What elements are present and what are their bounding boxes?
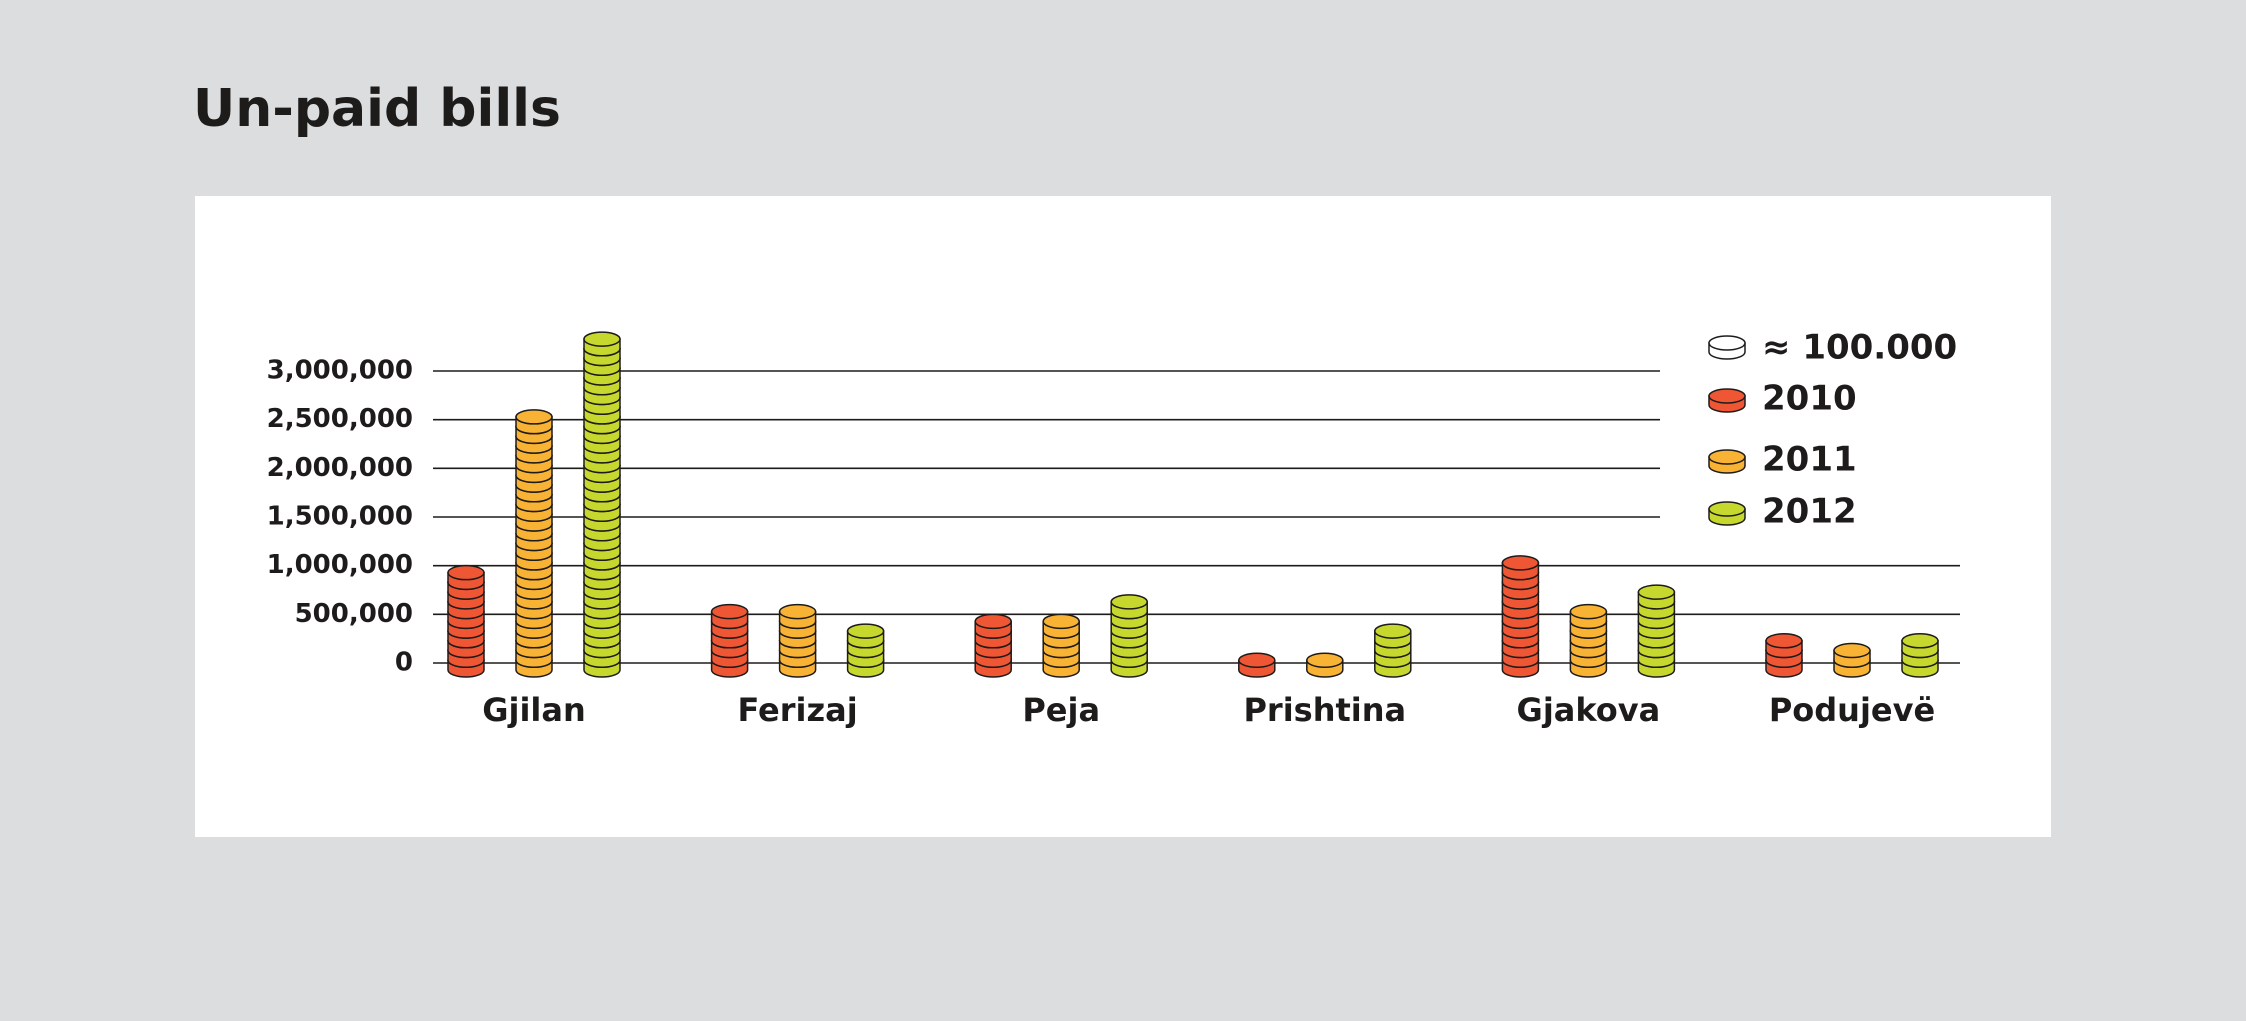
legend-unit-label: ≈ 100.000 — [1762, 328, 1957, 368]
x-tick-label: Podujevë — [1769, 691, 1935, 729]
coin-top — [1569, 603, 1608, 620]
legend-swatch — [1708, 388, 1746, 413]
y-tick-label: 1,500,000 — [267, 502, 413, 532]
x-tick-label: Ferizaj — [737, 691, 857, 729]
coin-stack — [846, 623, 885, 678]
coin-top — [778, 603, 817, 620]
coin-stack — [1374, 623, 1412, 678]
coin-top — [1708, 335, 1746, 351]
coin-stack — [1833, 642, 1871, 678]
x-tick-label: Gjilan — [482, 691, 586, 729]
coin-stack — [1637, 584, 1676, 678]
coin-stack — [1901, 633, 1939, 678]
coin-stack — [1042, 613, 1080, 678]
coin-stack — [447, 564, 485, 678]
coin-stack — [778, 603, 817, 678]
y-tick-label: 500,000 — [295, 599, 413, 629]
coin-stack — [1569, 603, 1608, 678]
coin-top — [1833, 642, 1871, 659]
coin-top — [1901, 633, 1939, 649]
y-tick-label: 3,000,000 — [267, 356, 413, 386]
x-tick-label: Gjakova — [1517, 691, 1661, 729]
coin-top — [1374, 623, 1412, 639]
coin-top — [1708, 501, 1746, 517]
chart-title: Un-paid bills — [193, 79, 561, 139]
coin-top — [1708, 388, 1746, 404]
coin-stack — [583, 331, 621, 678]
y-tick-label: 2,000,000 — [267, 453, 413, 483]
legend-label: 2012 — [1762, 492, 1857, 532]
coin-top — [583, 331, 621, 347]
coin-top — [1501, 555, 1540, 571]
coin-stack — [515, 409, 553, 678]
coin-stack — [1306, 652, 1344, 678]
legend-swatch — [1708, 449, 1746, 474]
coin-top — [515, 409, 553, 425]
coin-top — [1765, 633, 1803, 649]
y-tick-label: 2,500,000 — [267, 404, 413, 434]
coin-top — [1637, 584, 1676, 600]
coin-top — [974, 613, 1012, 630]
x-tick-label: Prishtina — [1243, 691, 1406, 729]
coin-top — [1110, 594, 1148, 610]
coin-top — [1238, 652, 1276, 669]
legend-label: 2011 — [1762, 440, 1857, 480]
coin-stack — [974, 613, 1012, 678]
coin-top — [1708, 449, 1746, 465]
coin-top — [447, 564, 485, 581]
y-tick-label: 0 — [395, 648, 413, 678]
coin-stack — [710, 603, 749, 678]
coin-top — [710, 603, 749, 620]
coin-stack — [1238, 652, 1276, 678]
coin-top — [1306, 652, 1344, 669]
coin-stack — [1501, 555, 1540, 678]
coin-top — [1042, 613, 1080, 630]
coin-stack — [1110, 594, 1148, 678]
y-tick-label: 1,000,000 — [267, 550, 413, 580]
x-tick-label: Peja — [1022, 691, 1100, 729]
coin-stack — [1765, 633, 1803, 678]
legend-swatch — [1708, 501, 1746, 526]
legend-unit-coin — [1708, 335, 1746, 360]
coin-top — [846, 623, 885, 639]
legend-label: 2010 — [1762, 379, 1857, 419]
